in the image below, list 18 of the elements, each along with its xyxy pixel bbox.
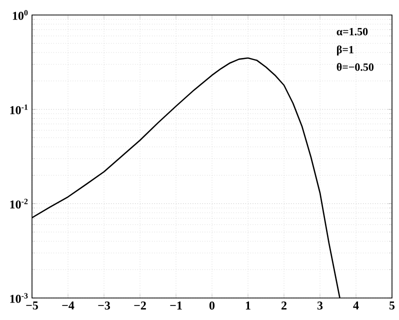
annotation: β=1 [337, 45, 354, 56]
y-tick-label: 10$^{-2}$ [10, 198, 28, 209]
annotation: α=1.50 [336, 28, 368, 36]
x-tick-label: −5 [26, 302, 38, 310]
y-tick-label: 10$^{0}$ [12, 10, 28, 20]
x-tick-label: 5 [389, 302, 395, 310]
y-tick-label: 10$^{-3}$ [10, 293, 28, 303]
x-tick-label: 0 [209, 302, 215, 310]
x-tick-label: −1 [170, 302, 182, 310]
x-tick-label: 3 [317, 302, 323, 310]
x-tick-label: −3 [98, 302, 110, 310]
x-tick-label: 2 [282, 302, 286, 310]
x-tick-label: 4 [353, 302, 359, 310]
x-tick-label: 1 [246, 302, 250, 310]
annotation: θ=−0.50 [336, 63, 374, 71]
y-tick-label: 10$^{-1}$ [10, 104, 28, 114]
x-tick-label: −2 [134, 302, 146, 310]
x-tick-label: −4 [62, 302, 74, 310]
